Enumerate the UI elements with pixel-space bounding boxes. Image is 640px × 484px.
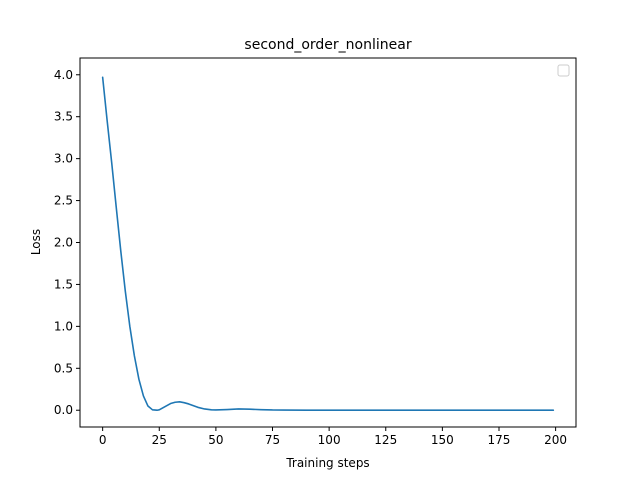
x-tick-label: 50 [208, 433, 223, 447]
y-axis-label: Loss [29, 229, 43, 255]
y-tick-label: 0.5 [54, 361, 73, 375]
x-tick-label: 75 [265, 433, 280, 447]
x-tick-label: 200 [544, 433, 567, 447]
y-tick-label: 0.0 [54, 403, 73, 417]
y-tick-label: 4.0 [54, 68, 73, 82]
chart-title: second_order_nonlinear [244, 37, 411, 53]
x-tick-label: 150 [431, 433, 454, 447]
x-tick-label: 125 [374, 433, 397, 447]
y-tick-label: 1.0 [54, 319, 73, 333]
y-tick-label: 3.0 [54, 152, 73, 166]
series-line-1 [101, 76, 555, 412]
y-tick-label: 2.0 [54, 236, 73, 250]
y-tick-label: 2.5 [54, 194, 73, 208]
x-axis-label: Training steps [285, 456, 369, 470]
legend-box [557, 64, 570, 77]
y-tick-label: 3.5 [54, 110, 73, 124]
y-tick-label: 1.5 [54, 277, 73, 291]
x-tick-label: 175 [488, 433, 511, 447]
x-tick-label: 25 [152, 433, 167, 447]
x-tick-label: 0 [99, 433, 107, 447]
x-tick-label: 100 [318, 433, 341, 447]
